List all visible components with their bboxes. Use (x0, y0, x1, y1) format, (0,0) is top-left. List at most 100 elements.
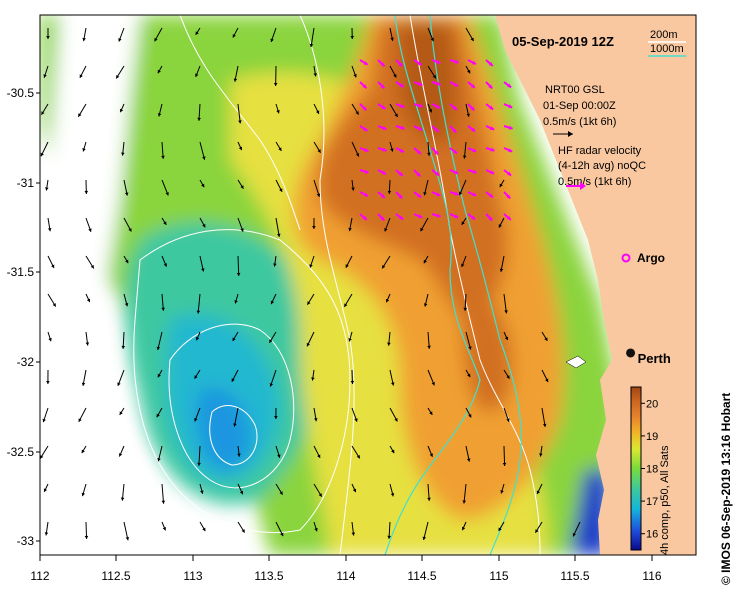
x-axis: 112 112.5 113 113.5 114 114.5 115 115.5 … (30, 555, 662, 583)
current-arrow (306, 331, 315, 347)
y-tick: -32 (17, 355, 35, 369)
current-arrow (423, 293, 429, 307)
contour-white (299, 15, 355, 555)
hf-radar-arrow (413, 191, 422, 199)
contour-200m-main (409, 15, 541, 555)
current-arrow (275, 179, 283, 193)
current-arrow (237, 141, 243, 151)
hf-radar-arrow (503, 147, 513, 153)
hf-radar-arrow (395, 81, 405, 88)
argo-label: Argo (637, 251, 665, 265)
current-arrow (197, 103, 201, 121)
current-arrow (463, 293, 468, 311)
current-arrow (118, 445, 125, 457)
current-arrow (123, 293, 129, 307)
contour-eddy-core (209, 405, 258, 466)
current-arrow (85, 255, 95, 269)
colorbar-tick-label: 17 (646, 496, 658, 508)
current-arrow (427, 65, 437, 79)
current-arrow (387, 331, 391, 346)
current-arrow (45, 179, 49, 191)
current-arrow (194, 407, 201, 422)
current-arrow (389, 483, 395, 497)
current-arrow (502, 445, 507, 466)
contour-eddy-inner (168, 323, 295, 489)
current-arrow (237, 521, 246, 533)
hf-radar-arrow (395, 103, 405, 109)
current-arrow (195, 331, 201, 341)
current-arrow (194, 369, 201, 379)
colorbar-tick-label: 18 (646, 464, 658, 476)
current-arrow (120, 483, 125, 501)
current-arrow (534, 521, 543, 533)
hf-radar-arrow (377, 103, 387, 110)
current-arrow (313, 65, 318, 77)
current-arrow (81, 483, 87, 497)
current-arrow (199, 141, 206, 160)
current-arrow (273, 65, 278, 86)
plot-frame (39, 14, 697, 556)
hf-radar-arrow (431, 81, 441, 86)
current-arrow (270, 293, 277, 305)
hf-radar-arrow (485, 59, 494, 67)
current-arrow (423, 255, 429, 264)
y-tick: -31 (17, 176, 35, 190)
current-arrow (465, 331, 472, 350)
hf-radar-arrow (431, 147, 440, 156)
current-arrow (46, 27, 50, 40)
current-arrow (269, 369, 277, 387)
hf-radar-arrow (377, 147, 387, 152)
current-arrow (461, 217, 467, 226)
hf-radar-arrow (431, 103, 441, 110)
hf-radar-arrow (467, 147, 477, 153)
current-arrow (462, 141, 467, 159)
colorbar: 16 17 18 19 20 4h comp, p50, All Sats (630, 386, 671, 555)
current-arrow (161, 255, 167, 267)
gsl-legend-arrow (553, 131, 573, 137)
map-title: 05-Sep-2019 12Z (512, 34, 614, 49)
current-arrow (123, 521, 130, 541)
hf-radar-arrow (395, 213, 404, 221)
hf-radar-arrow (359, 81, 368, 89)
hf-radar-arrow (467, 81, 476, 89)
current-arrow (199, 255, 205, 272)
hf-radar-arrow (377, 169, 387, 176)
current-arrow (309, 27, 315, 48)
perth-label: Perth (638, 351, 671, 366)
current-arrow (465, 369, 471, 378)
current-arrow (465, 407, 472, 418)
hf-radar-arrow (413, 125, 423, 132)
hf-radar-arrow (449, 81, 459, 88)
current-arrow (465, 445, 471, 462)
current-arrow (275, 521, 284, 537)
current-arrow (196, 293, 201, 314)
current-arrow (121, 331, 126, 349)
current-arrow (195, 27, 201, 36)
current-arrow (121, 141, 125, 156)
current-arrow (313, 141, 322, 154)
x-tick: 113.5 (254, 569, 283, 583)
current-arrow (119, 103, 125, 113)
current-arrow (274, 407, 278, 420)
current-arrow (85, 293, 91, 303)
current-arrow (156, 407, 163, 418)
hf-radar-arrow (359, 169, 369, 174)
hf-radar-arrow (431, 59, 441, 65)
current-arrow (389, 445, 395, 454)
current-arrow (503, 331, 509, 341)
colorbar-scale (630, 386, 642, 551)
y-tick: -32.5 (7, 445, 35, 459)
hf-radar-arrow (449, 59, 459, 64)
current-arrow (351, 65, 357, 78)
current-arrow (43, 65, 49, 78)
current-arrow (46, 369, 50, 385)
current-arrow (117, 369, 125, 387)
hf-radar-arrow (449, 213, 459, 219)
current-arrow (541, 407, 547, 428)
current-arrow (313, 483, 323, 497)
current-arrow (157, 65, 163, 74)
current-arrow (313, 179, 321, 198)
hf-radar-arrow (503, 103, 513, 109)
current-arrow (43, 483, 49, 493)
current-arrow (156, 331, 163, 351)
